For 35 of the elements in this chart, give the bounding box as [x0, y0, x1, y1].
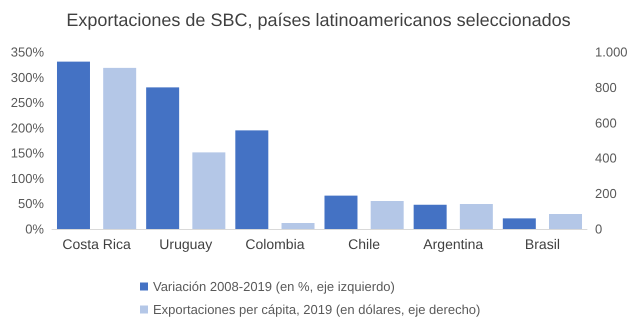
y2-tick-label: 600 — [595, 115, 617, 130]
legend-label: Exportaciones per cápita, 2019 (en dólares, eje derecho) — [153, 302, 480, 317]
bar — [235, 130, 268, 229]
y-tick-label: 300% — [10, 70, 44, 85]
x-tick-label: Colombia — [245, 236, 305, 252]
x-tick-label: Chile — [348, 236, 380, 252]
y2-tick-label: 200 — [595, 186, 617, 202]
y2-tick-label: 0 — [595, 222, 602, 236]
x-tick-label: Argentina — [423, 236, 484, 252]
y2-tick-label: 1.000 — [595, 44, 628, 60]
bar — [414, 204, 447, 229]
y-tick-label: 250% — [10, 95, 44, 110]
bar — [56, 62, 90, 229]
bar — [549, 214, 582, 229]
x-tick-label: Uruguay — [159, 236, 212, 252]
bar — [103, 68, 136, 229]
legend-label: Variación 2008-2019 (en %, eje izquierdo) — [153, 279, 395, 294]
bar — [192, 152, 226, 229]
y-tick-label: 50% — [18, 196, 44, 212]
x-tick-label: Costa Rica — [62, 236, 132, 252]
bar — [324, 196, 358, 229]
y2-tick-label: 800 — [595, 80, 617, 95]
y-tick-label: 150% — [10, 146, 44, 161]
bar — [146, 87, 180, 229]
x-tick-label: Brasil — [524, 236, 560, 252]
y-tick-label: 0% — [25, 222, 44, 236]
bar — [282, 222, 315, 229]
y-tick-label: 100% — [10, 170, 44, 186]
y-tick-label: 200% — [10, 120, 44, 136]
bar — [502, 218, 536, 229]
bar — [370, 201, 404, 229]
chart-title: Exportaciones de SBC, países latinoamericanos seleccionados — [66, 10, 571, 30]
y-tick-label: 350% — [10, 44, 44, 60]
bar — [460, 204, 493, 229]
y2-tick-label: 400 — [595, 150, 617, 166]
